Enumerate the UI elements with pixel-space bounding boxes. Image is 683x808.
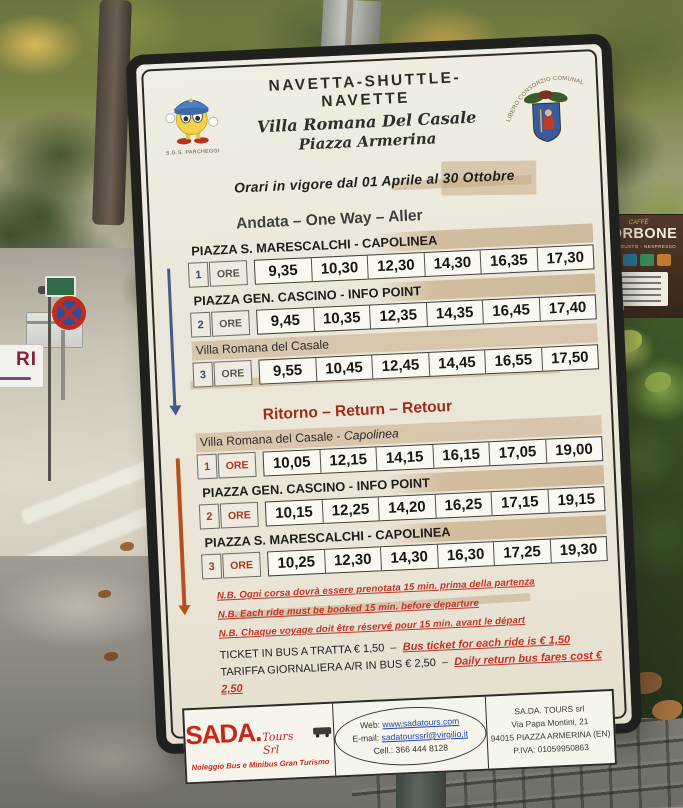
outbound-section: PIAZZA S. MARESCALCHI - CAPOLINEA 1 ORE … — [161, 223, 600, 407]
time-cell: 14,30 — [379, 544, 438, 571]
shuttle-timetable-sign: S.G.S. PARCHEGGI NAVETTA-SHUTTLE-NAVETTE… — [125, 33, 643, 785]
time-cell: 10,30 — [310, 255, 368, 282]
company-address-block: SA.DA. TOURS srl Via Papa Montini, 21 94… — [486, 691, 615, 769]
time-cell: 14,20 — [377, 494, 436, 521]
station-label-emphasis: Capolinea — [343, 426, 400, 443]
return-section: Villa Romana del Casale - Capolinea 1 OR… — [170, 415, 608, 607]
mascot-caption: S.G.S. PARCHEGGI — [165, 148, 220, 157]
time-cell: 10,15 — [274, 503, 314, 523]
time-cell: 19,30 — [549, 537, 607, 563]
company-vat: P.IVA: 01059950863 — [513, 742, 590, 756]
email-link: sadatourssrl@virgilio.it — [381, 728, 469, 743]
ore-label: ORE — [211, 310, 251, 337]
row-number-badge: 1 — [187, 261, 209, 288]
time-cell: 16,30 — [436, 542, 494, 568]
storefront-sign: RI — [0, 344, 44, 388]
fare-separator: – — [390, 641, 397, 654]
time-cell: 16,55 — [484, 347, 542, 374]
cell-label: Cell.: — [373, 744, 396, 756]
storefront-text: RI — [16, 349, 37, 370]
time-cell: 12,25 — [321, 497, 379, 523]
traffic-sign-pole — [61, 330, 65, 400]
time-cell: 17,40 — [538, 295, 596, 321]
web-label: Web: — [359, 719, 383, 731]
enna-consortium-crest-icon: LIBERO CONSORZIO COMUNALE DI ENNA — [501, 54, 586, 143]
operator-footer: SADA. Tours Srl Noleggio Bus e Minibus G… — [182, 689, 618, 785]
time-cell: 16,35 — [479, 247, 538, 274]
ore-label: ORE — [213, 359, 253, 387]
booking-notes: N.B. Ogni corsa dovrà essere prenotata 1… — [177, 573, 611, 642]
time-cell: 19,00 — [544, 437, 603, 463]
time-cell: 17,05 — [488, 439, 546, 466]
time-cell: 17,25 — [492, 539, 551, 566]
ore-label: ORE — [222, 551, 262, 579]
sign-header: S.G.S. PARCHEGGI NAVETTA-SHUTTLE-NAVETTE… — [153, 54, 589, 169]
sada-logo-script: Tours Srl — [262, 729, 294, 757]
time-cell: 9,35 — [268, 261, 299, 281]
time-cell: 17,30 — [536, 245, 594, 271]
row-number-badge: 3 — [192, 361, 214, 388]
time-cell: 16,25 — [434, 492, 492, 518]
time-cell: 10,25 — [277, 553, 316, 572]
cafe-sign-top-text: CAFFÈ — [628, 220, 649, 226]
bright-leaf-cluster — [645, 372, 671, 392]
time-cell: 9,45 — [270, 311, 301, 331]
email-label: E-mail: — [352, 732, 382, 744]
sada-logo-block: SADA. Tours Srl Noleggio Bus e Minibus G… — [184, 703, 336, 783]
no-stopping-sign — [52, 296, 86, 330]
outbound-direction-arrow-icon — [167, 268, 177, 407]
time-cell: 17,50 — [540, 345, 599, 371]
dry-leaf — [98, 590, 111, 598]
contact-block: Web: www.sadatours.com E-mail: sadatours… — [332, 696, 489, 776]
fare-separator: – — [441, 656, 449, 669]
ore-label: ORE — [219, 501, 259, 529]
row-number-badge: 1 — [196, 453, 218, 480]
row-number-badge: 3 — [201, 553, 223, 580]
ore-label: ORE — [208, 260, 248, 287]
time-cell: 12,15 — [318, 447, 377, 473]
return-direction-arrow-icon — [175, 458, 187, 607]
cafe-sign-sub-text: DOLCE GUSTO - NESPRESSO — [600, 244, 677, 249]
dry-leaf — [104, 652, 118, 661]
dry-leaf — [120, 542, 134, 551]
row-number-badge: 2 — [190, 311, 212, 338]
time-cell: 16,15 — [431, 442, 490, 468]
time-cell: 9,55 — [272, 361, 303, 381]
time-cell: 10,35 — [312, 305, 371, 332]
time-cell: 12,35 — [368, 303, 427, 329]
sada-logo-text: SADA. — [184, 717, 262, 751]
time-cell: 17,15 — [490, 489, 549, 516]
time-cell: 14,45 — [427, 350, 486, 376]
time-cell: 12,30 — [366, 253, 425, 279]
mascot-block: S.G.S. PARCHEGGI — [153, 74, 229, 157]
time-cell: 14,30 — [423, 250, 481, 277]
time-cell: 19,15 — [547, 487, 605, 513]
time-cell: 10,05 — [272, 453, 311, 473]
dry-leaf — [652, 700, 682, 720]
ore-label: ORE — [217, 451, 257, 479]
time-cell: 16,45 — [481, 297, 540, 324]
cell-number: 366 444 8128 — [395, 742, 449, 755]
time-cell: 12,30 — [323, 547, 381, 573]
parking-mascot-icon — [165, 98, 219, 145]
time-cell: 14,15 — [375, 444, 433, 471]
validity-line: Orari in vigore dal 01 Aprile al 30 Otto… — [233, 167, 515, 196]
fares-block: TICKET IN BUS A TRATTA € 1,50 – Bus tick… — [179, 630, 613, 701]
row-number-badge: 2 — [198, 503, 220, 530]
time-cell: 14,35 — [425, 300, 483, 327]
contact-oval: Web: www.sadatours.com E-mail: sadatours… — [333, 703, 488, 769]
time-cell: 10,45 — [314, 355, 373, 382]
crest-block: LIBERO CONSORZIO COMUNALE DI ENNA — [501, 54, 589, 153]
lamp-pole — [48, 286, 51, 481]
green-street-sign — [45, 276, 76, 297]
bus-icon — [312, 727, 332, 738]
time-cell: 12,45 — [371, 352, 429, 379]
